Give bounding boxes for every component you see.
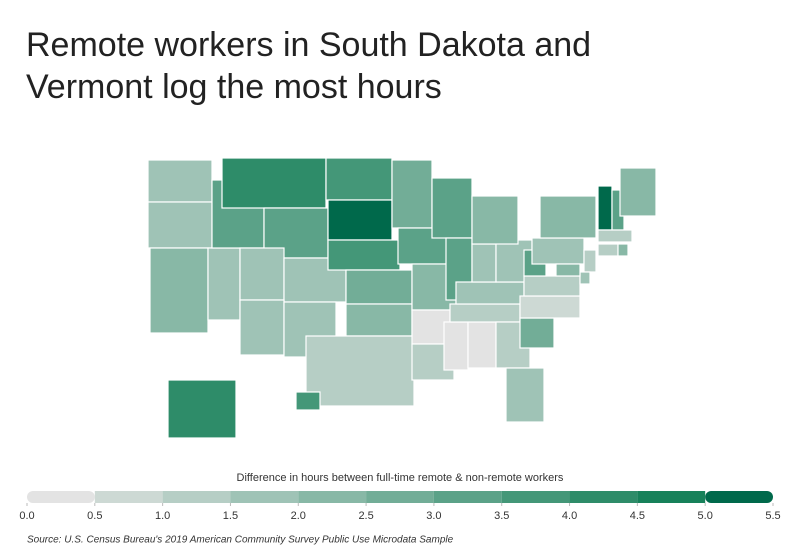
legend-tick-label: 5.0 [698, 510, 713, 522]
state [617, 243, 629, 257]
legend-tick-label: 0.5 [87, 510, 102, 522]
state [305, 335, 415, 407]
state [505, 367, 545, 423]
state [207, 247, 241, 321]
legend-tick-label: 4.0 [562, 510, 577, 522]
state [471, 243, 497, 283]
legend-tick-label: 2.0 [291, 510, 306, 522]
state [221, 157, 327, 209]
state [345, 303, 413, 337]
legend-swatch [162, 491, 231, 503]
state [531, 237, 585, 265]
legend-tick-label: 0.0 [19, 510, 34, 522]
state [431, 177, 473, 239]
legend-tick-label: 4.5 [630, 510, 645, 522]
legend-tick-label: 1.0 [155, 510, 170, 522]
legend-title: Difference in hours between full-time re… [237, 472, 564, 484]
legend-tick-label: 1.5 [223, 510, 238, 522]
state [467, 321, 497, 369]
source: Source: U.S. Census Bureau's 2019 Americ… [27, 535, 454, 546]
legend-swatch [501, 491, 570, 503]
state [597, 229, 633, 243]
state [325, 157, 393, 201]
state [579, 271, 591, 285]
state [597, 185, 613, 231]
legend-tick-label: 3.0 [426, 510, 441, 522]
state [147, 201, 213, 249]
title: Remote workers in South Dakota and Vermo… [26, 26, 592, 106]
legend-swatch [94, 491, 163, 503]
legend-swatch [569, 491, 638, 503]
state [391, 159, 433, 229]
state [455, 281, 525, 305]
state [539, 195, 597, 239]
legend-swatch [298, 491, 367, 503]
state [519, 317, 555, 349]
state [239, 247, 285, 301]
state [619, 167, 657, 217]
legend-swatch [230, 491, 299, 503]
state [523, 275, 581, 297]
state [583, 249, 597, 273]
state [239, 299, 285, 356]
legend-swatch [705, 491, 773, 503]
legend-swatch [27, 491, 95, 503]
state [295, 391, 321, 411]
state [167, 379, 237, 439]
state [149, 247, 209, 334]
state [519, 295, 581, 319]
state [471, 195, 519, 245]
legend-tick-label: 2.5 [358, 510, 373, 522]
state [327, 239, 401, 271]
legend-swatch [366, 491, 434, 503]
state [327, 199, 393, 241]
state [449, 303, 521, 323]
state [555, 263, 581, 277]
state [147, 159, 213, 203]
legend-tick-label: 5.5 [765, 510, 780, 522]
legend-swatch [433, 491, 502, 503]
state [443, 321, 469, 371]
state [345, 269, 413, 305]
legend-tick-label: 3.5 [494, 510, 509, 522]
legend-swatch [637, 491, 706, 503]
state [597, 243, 619, 257]
